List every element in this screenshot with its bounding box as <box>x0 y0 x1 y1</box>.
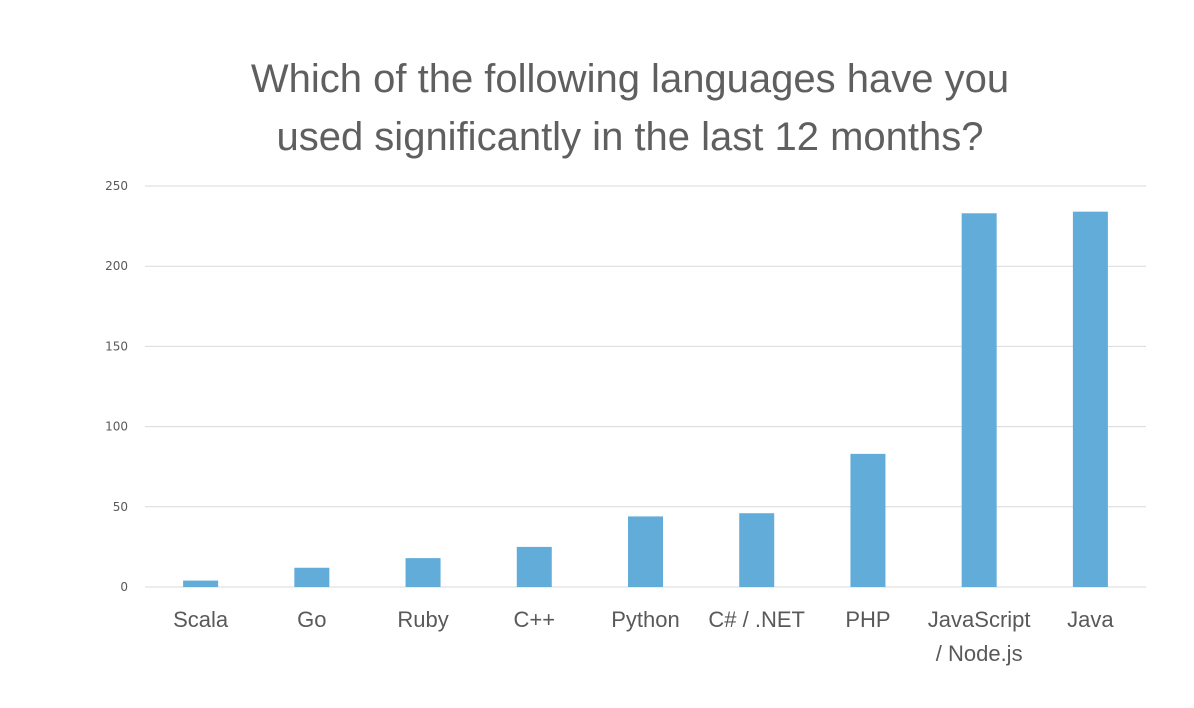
bars <box>183 211 1108 587</box>
bar-5 <box>739 513 775 587</box>
bar-0 <box>183 580 219 587</box>
x-tick-label: JavaScript <box>928 607 1031 632</box>
y-axis-ticks: 0 50 100 150 200 250 <box>105 179 128 594</box>
x-tick-label: Go <box>297 607 326 632</box>
x-tick-label: Ruby <box>397 607 448 632</box>
x-tick-label: C++ <box>513 607 555 632</box>
bar-1 <box>294 567 330 587</box>
x-tick-label: / Node.js <box>936 641 1023 666</box>
chart-title: Which of the following languages have yo… <box>0 50 1194 166</box>
y-tick-label: 50 <box>113 500 128 514</box>
bar-2 <box>405 558 441 587</box>
y-tick-label: 250 <box>105 179 128 193</box>
chart-title-line-2: used significantly in the last 12 months… <box>276 115 984 159</box>
bar-6 <box>850 453 886 587</box>
x-tick-label: Java <box>1067 607 1114 632</box>
x-tick-label: C# / .NET <box>708 607 805 632</box>
x-tick-label: PHP <box>845 607 890 632</box>
y-tick-label: 0 <box>120 580 128 594</box>
x-tick-label: Python <box>611 607 680 632</box>
y-tick-label: 150 <box>105 339 128 353</box>
bar-4 <box>628 516 663 587</box>
bar-3 <box>516 546 552 587</box>
bar-7 <box>961 213 997 587</box>
x-axis-labels: Scala Go Ruby C++ Python C# / .NET PHP JavaScri… <box>173 607 1114 666</box>
y-tick-label: 100 <box>105 420 128 434</box>
y-tick-label: 200 <box>105 259 128 273</box>
x-tick-label: Scala <box>173 607 229 632</box>
bar-8 <box>1072 211 1108 587</box>
chart-title-line-1: Which of the following languages have yo… <box>250 57 1010 101</box>
